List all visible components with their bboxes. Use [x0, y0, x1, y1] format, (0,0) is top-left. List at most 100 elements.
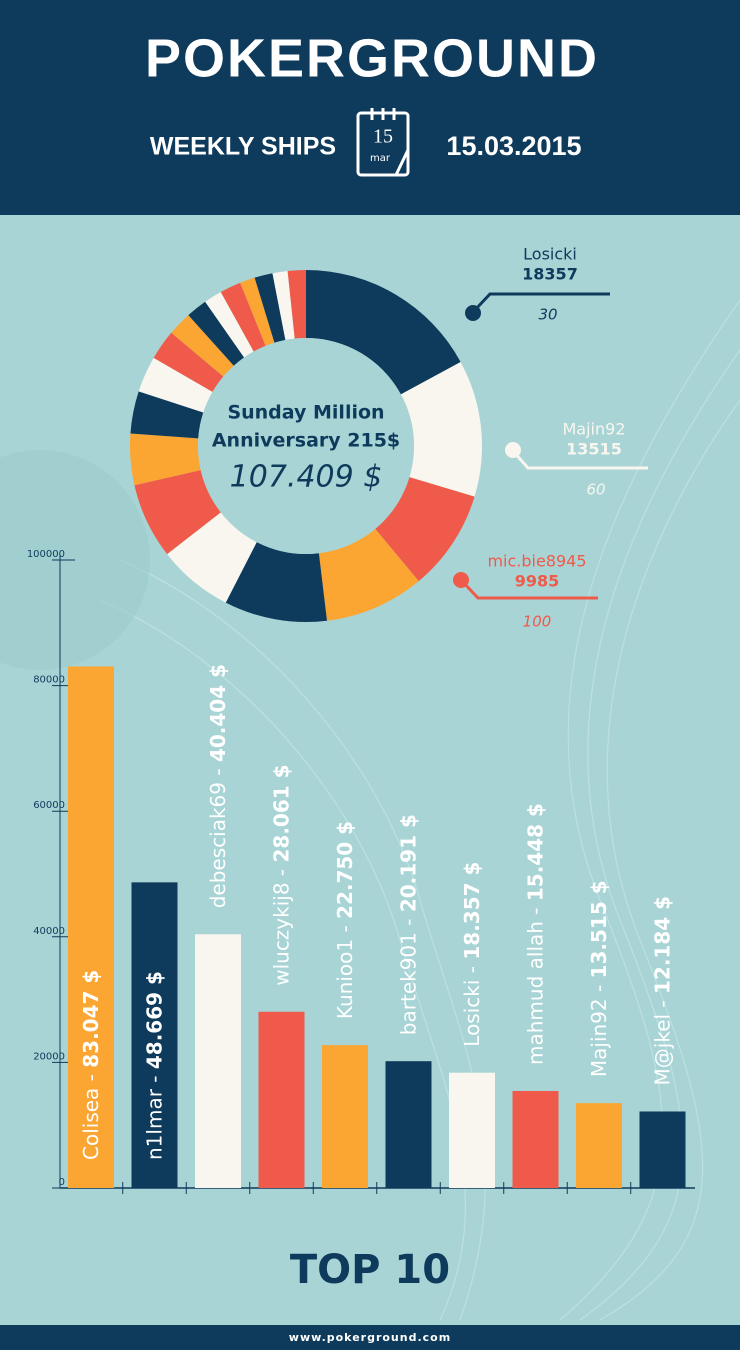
annotation-name: mic.bie8945: [487, 552, 586, 571]
bar-label-separator: -: [269, 862, 293, 882]
bar-label-value: 22.750 $: [333, 821, 357, 919]
bar-label-value: 28.061 $: [269, 764, 293, 862]
bar-label-name: mahmud allah: [523, 921, 547, 1065]
bar-label: mahmud allah - 15.448 $: [523, 803, 547, 1065]
y-tick-label: 80000: [33, 675, 65, 686]
bar-label-value: 20.191 $: [396, 814, 420, 912]
bar-label: M@jkel - 12.184 $: [650, 896, 674, 1086]
bar-label-separator: -: [206, 762, 230, 782]
donut-segment: [287, 270, 306, 339]
bar-chart-title: TOP 10: [290, 1247, 450, 1293]
bar-label-separator: -: [142, 1069, 166, 1089]
header-band: [0, 0, 740, 215]
annotation-value: 18357: [522, 265, 578, 284]
bar: [512, 1090, 559, 1188]
footer-url: www.pokerground.com: [289, 1331, 451, 1344]
bar-label: wluczykij8 - 28.061 $: [269, 764, 293, 985]
calendar-month: mar: [370, 153, 391, 164]
bar: [258, 1011, 305, 1188]
bar-label-value: 13.515 $: [587, 880, 611, 978]
bar-label: bartek901 - 20.191 $: [396, 814, 420, 1035]
bar-label-name: wluczykij8: [269, 882, 293, 985]
bar-label-separator: -: [650, 994, 674, 1014]
donut-segment: [272, 270, 295, 340]
donut-segment: [375, 477, 475, 582]
annotation-note: 30: [538, 306, 557, 324]
annotation-dot: [453, 572, 469, 588]
bar-label-name: n1lmar: [142, 1088, 166, 1160]
bar: [131, 882, 178, 1188]
bar-label-name: bartek901: [396, 932, 420, 1035]
bar-label-name: M@jkel: [650, 1014, 674, 1086]
donut-center-value: 107.409 $: [230, 460, 383, 495]
donut-segment: [318, 528, 419, 621]
donut-segment: [129, 433, 201, 486]
bar-label-name: Kunioo1: [333, 939, 357, 1019]
annotation-dot: [505, 442, 521, 458]
annotation-dot: [465, 305, 481, 321]
logo: PokerGround: [145, 28, 599, 88]
bar-label: debesciak69 - 40.404 $: [206, 664, 230, 908]
donut-segment: [167, 512, 257, 603]
decor-curves: [99, 299, 740, 1321]
bar-label-separator: -: [587, 978, 611, 998]
bar-label-value: 40.404 $: [206, 664, 230, 762]
donut-segment: [138, 357, 213, 413]
bar-chart: 0 20000 40000 60000 80000 100000 Colisea - 83.…: [27, 549, 695, 1194]
bar: [449, 1072, 495, 1188]
subtitle: WEEKLY SHIPS: [150, 133, 336, 161]
y-tick-label: 40000: [33, 926, 65, 937]
donut-segment: [153, 332, 224, 392]
bar-label-separator: -: [333, 919, 357, 939]
annotation-name: Losicki: [523, 245, 577, 264]
donut-segment: [220, 282, 266, 352]
bar: [639, 1111, 686, 1188]
donut-segment: [171, 315, 234, 377]
donut-segment: [205, 292, 254, 358]
bar-label-value: 48.669 $: [142, 971, 166, 1069]
donut-segment: [188, 301, 245, 366]
bar: [385, 1061, 432, 1188]
date: 15.03.2015: [446, 131, 581, 161]
y-tick-label: 0: [59, 1177, 65, 1188]
annotation-note: 100: [523, 613, 552, 631]
bar-label-name: Majin92: [587, 998, 611, 1077]
annotation-value: 13515: [566, 440, 622, 459]
donut-segment: [240, 277, 275, 346]
annotation-name: Majin92: [563, 420, 626, 439]
bar-label-name: Losicki: [460, 980, 484, 1047]
calendar-icon: 15 mar: [356, 108, 410, 177]
bar: [576, 1103, 622, 1188]
y-tick-label: 60000: [33, 800, 65, 811]
donut-segment: [254, 273, 286, 343]
donut-segment: [130, 391, 204, 439]
bar-label: Kunioo1 - 22.750 $: [333, 821, 357, 1019]
donut-center-title: Anniversary 215$: [212, 430, 400, 452]
annotation-leader: [471, 292, 610, 314]
bar-label-name: debesciak69: [206, 782, 230, 908]
bar-label-value: 15.448 $: [523, 803, 547, 901]
annotation-leader: [459, 578, 598, 600]
bar-label-separator: -: [523, 901, 547, 921]
y-tick-label: 100000: [27, 549, 65, 560]
annotation-value: 9985: [515, 572, 560, 591]
bar-label-separator: -: [460, 960, 484, 980]
bar-label: Majin92 - 13.515 $: [587, 880, 611, 1077]
donut-chart: Sunday Million Anniversary 215$ 107.409 $ L…: [129, 245, 648, 631]
donut-segment: [400, 361, 482, 497]
donut-segment: [225, 542, 328, 622]
bar-label: Losicki - 18.357 $: [460, 862, 484, 1047]
bar-label-separator: -: [79, 1068, 103, 1088]
donut-segment: [306, 270, 461, 395]
y-tick-label: 20000: [33, 1051, 65, 1062]
bar-label-separator: -: [396, 912, 420, 932]
donut-segment: [134, 470, 221, 555]
calendar-day: 15: [373, 126, 393, 148]
bar: [68, 666, 114, 1188]
donut-center-title: Sunday Million: [227, 402, 384, 424]
bar-label-value: 83.047 $: [79, 970, 103, 1068]
bar-label: Colisea - 83.047 $: [79, 970, 103, 1160]
bar: [195, 934, 241, 1188]
